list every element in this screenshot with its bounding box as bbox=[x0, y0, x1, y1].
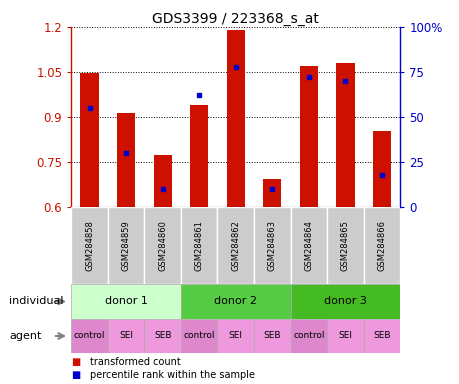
Bar bbox=[336, 63, 354, 207]
Text: transformed count: transformed count bbox=[90, 357, 180, 367]
Bar bbox=[153, 155, 171, 207]
Bar bbox=[144, 319, 180, 353]
Text: donor 2: donor 2 bbox=[214, 296, 257, 306]
Text: SEB: SEB bbox=[263, 331, 280, 341]
Text: ■: ■ bbox=[71, 371, 80, 381]
Text: GSM284859: GSM284859 bbox=[121, 220, 130, 271]
Text: donor 1: donor 1 bbox=[105, 296, 147, 306]
Text: GSM284862: GSM284862 bbox=[231, 220, 240, 271]
Text: individual: individual bbox=[9, 296, 63, 306]
Bar bbox=[363, 207, 399, 284]
Bar bbox=[326, 207, 363, 284]
Text: donor 3: donor 3 bbox=[323, 296, 366, 306]
Bar bbox=[372, 131, 390, 207]
Bar bbox=[217, 207, 253, 284]
Text: control: control bbox=[292, 331, 324, 341]
Text: GSM284858: GSM284858 bbox=[85, 220, 94, 271]
Bar bbox=[363, 319, 399, 353]
Bar bbox=[263, 179, 281, 207]
Bar bbox=[117, 113, 135, 207]
Bar bbox=[180, 284, 290, 319]
Bar bbox=[290, 207, 326, 284]
Text: agent: agent bbox=[9, 331, 41, 341]
Bar bbox=[226, 30, 244, 207]
Bar bbox=[253, 319, 290, 353]
Text: ■: ■ bbox=[71, 357, 80, 367]
Text: GSM284861: GSM284861 bbox=[194, 220, 203, 271]
Title: GDS3399 / 223368_s_at: GDS3399 / 223368_s_at bbox=[152, 12, 319, 26]
Text: SEI: SEI bbox=[338, 331, 352, 341]
Text: GSM284865: GSM284865 bbox=[340, 220, 349, 271]
Bar bbox=[190, 105, 208, 207]
Bar bbox=[144, 207, 180, 284]
Text: control: control bbox=[183, 331, 214, 341]
Text: SEI: SEI bbox=[228, 331, 242, 341]
Text: SEB: SEB bbox=[372, 331, 390, 341]
Text: SEB: SEB bbox=[154, 331, 171, 341]
Bar bbox=[71, 284, 180, 319]
Bar bbox=[253, 207, 290, 284]
Bar bbox=[180, 319, 217, 353]
Text: GSM284866: GSM284866 bbox=[376, 220, 386, 271]
Text: GSM284860: GSM284860 bbox=[158, 220, 167, 271]
Text: control: control bbox=[73, 331, 105, 341]
Text: SEI: SEI bbox=[119, 331, 133, 341]
Text: GSM284863: GSM284863 bbox=[267, 220, 276, 271]
Bar bbox=[80, 73, 99, 207]
Text: GSM284864: GSM284864 bbox=[304, 220, 313, 271]
Bar bbox=[71, 319, 107, 353]
Bar bbox=[71, 207, 107, 284]
Bar bbox=[290, 319, 326, 353]
Bar bbox=[290, 284, 399, 319]
Bar bbox=[217, 319, 253, 353]
Text: percentile rank within the sample: percentile rank within the sample bbox=[90, 371, 254, 381]
Bar bbox=[326, 319, 363, 353]
Bar bbox=[180, 207, 217, 284]
Bar bbox=[107, 319, 144, 353]
Bar bbox=[299, 66, 317, 207]
Bar bbox=[107, 207, 144, 284]
